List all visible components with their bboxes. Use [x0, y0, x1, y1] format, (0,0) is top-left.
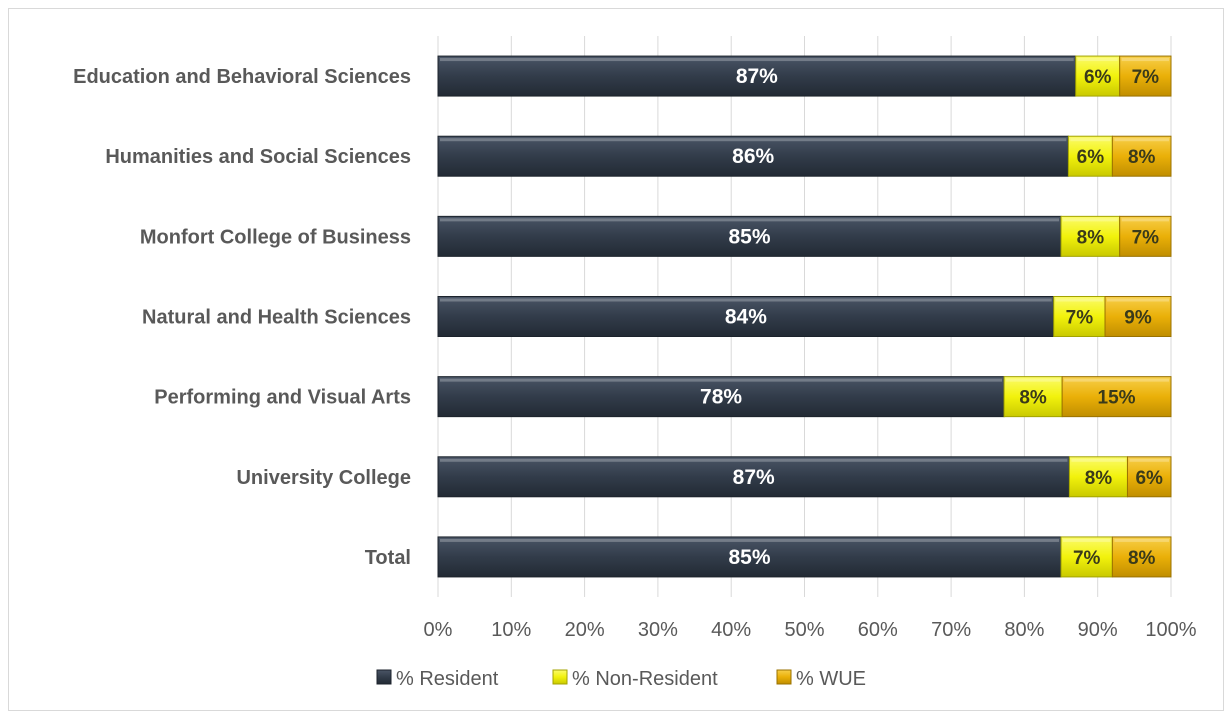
- bar-segment-bevel: [1071, 458, 1126, 462]
- bar-segment: [1111, 135, 1172, 177]
- x-tick-label: 0%: [424, 619, 453, 641]
- data-label: 84%: [725, 306, 767, 329]
- data-label: 78%: [700, 386, 742, 409]
- data-label: 8%: [1077, 227, 1105, 248]
- data-label: 9%: [1124, 308, 1152, 329]
- bar-segment: [1053, 296, 1106, 337]
- legend-swatch: [776, 669, 792, 685]
- x-tick-label: 80%: [1004, 619, 1044, 641]
- bar-segment-bevel: [1006, 378, 1061, 382]
- bar-segment: [1119, 55, 1172, 97]
- data-label: 86%: [732, 145, 774, 168]
- bar-segment-bevel: [1121, 218, 1169, 222]
- bar-segment-bevel: [1055, 298, 1104, 302]
- x-axis-tick-labels: 0% 10% 20% 30% 40% 50% 60% 70% 80% 90% 100%: [424, 619, 1197, 641]
- bar-segment: [1126, 456, 1172, 498]
- category-labels: Education and Behavioral Sciences Humanit…: [73, 66, 411, 569]
- data-label: 87%: [736, 65, 778, 88]
- category-label: Humanities and Social Sciences: [105, 146, 411, 168]
- data-label: 15%: [1098, 388, 1136, 409]
- bar-segment-bevel: [1070, 138, 1111, 142]
- data-label: 85%: [729, 225, 771, 248]
- bar-segment-bevel: [1063, 538, 1111, 542]
- bar-segment: [437, 536, 1062, 578]
- x-tick-label: 20%: [565, 619, 605, 641]
- data-label: 8%: [1019, 388, 1047, 409]
- category-label: Performing and Visual Arts: [154, 387, 411, 409]
- bar-segment: [1119, 215, 1172, 257]
- category-label: Monfort College of Business: [140, 226, 411, 248]
- x-tick-label: 60%: [858, 619, 898, 641]
- chart-frame: [8, 8, 1224, 711]
- legend-label: % WUE: [796, 668, 866, 690]
- category-label: Education and Behavioral Sciences: [73, 66, 411, 88]
- bars: 87% 6% 7% 86% 6% 8% 85% 8% 7% 84% 7% 9% 78% 8% 15% 87% 8…: [437, 55, 1172, 578]
- bar-segment-bevel: [440, 538, 1060, 542]
- bar-segment-bevel: [440, 378, 1003, 382]
- bar-segment: [1060, 536, 1113, 578]
- data-label: 8%: [1128, 548, 1156, 569]
- x-tick-label: 90%: [1078, 619, 1118, 641]
- data-label: 6%: [1077, 147, 1105, 168]
- bar-segment-bevel: [1064, 378, 1169, 382]
- data-label: 8%: [1128, 147, 1156, 168]
- x-tick-label: 70%: [931, 619, 971, 641]
- category-label: Total: [365, 547, 411, 569]
- data-label: 6%: [1135, 468, 1163, 489]
- category-label: Natural and Health Sciences: [142, 307, 411, 329]
- data-label: 85%: [729, 546, 771, 569]
- bar-segment: [1075, 55, 1121, 97]
- bar-segment: [1067, 135, 1113, 177]
- bar-segment-bevel: [1063, 218, 1118, 222]
- bar-segment-bevel: [1114, 138, 1169, 142]
- bar-segment-bevel: [440, 458, 1068, 462]
- bar-segment-bevel: [440, 138, 1067, 142]
- bar-segment-bevel: [440, 58, 1074, 62]
- bar-segment: [1111, 536, 1172, 578]
- bar-segment-bevel: [440, 218, 1060, 222]
- bar-segment: [437, 215, 1062, 257]
- data-label: 7%: [1066, 308, 1094, 329]
- x-tick-label: 50%: [784, 619, 824, 641]
- bar-segment: [1068, 456, 1128, 498]
- bar-segment: [1104, 296, 1172, 337]
- data-label: 7%: [1132, 67, 1160, 88]
- bar-segment-bevel: [440, 298, 1052, 302]
- data-label: 6%: [1084, 67, 1112, 88]
- x-tick-label: 100%: [1145, 619, 1196, 641]
- bar-segment-bevel: [1107, 298, 1169, 302]
- bar-segment: [437, 296, 1055, 337]
- legend: % Resident % Non-Resident % WUE: [376, 668, 866, 690]
- data-label: 7%: [1132, 227, 1160, 248]
- bar-segment: [1061, 376, 1172, 418]
- x-tick-label: 40%: [711, 619, 751, 641]
- bar-segment: [1003, 376, 1063, 418]
- bar-segment: [437, 456, 1070, 498]
- legend-label: % Resident: [396, 668, 499, 690]
- legend-swatch: [376, 669, 392, 685]
- bar-segment-bevel: [1129, 458, 1169, 462]
- bar-segment-bevel: [1077, 58, 1118, 62]
- bar-segment-bevel: [1114, 538, 1169, 542]
- x-tick-label: 10%: [491, 619, 531, 641]
- data-label: 87%: [733, 466, 775, 489]
- data-label: 7%: [1073, 548, 1101, 569]
- bar-segment: [437, 55, 1077, 97]
- bar-segment-bevel: [1121, 58, 1169, 62]
- legend-label: % Non-Resident: [572, 668, 718, 690]
- legend-swatch: [552, 669, 568, 685]
- data-label: 8%: [1085, 468, 1113, 489]
- x-tick-label: 30%: [638, 619, 678, 641]
- category-label: University College: [236, 467, 411, 489]
